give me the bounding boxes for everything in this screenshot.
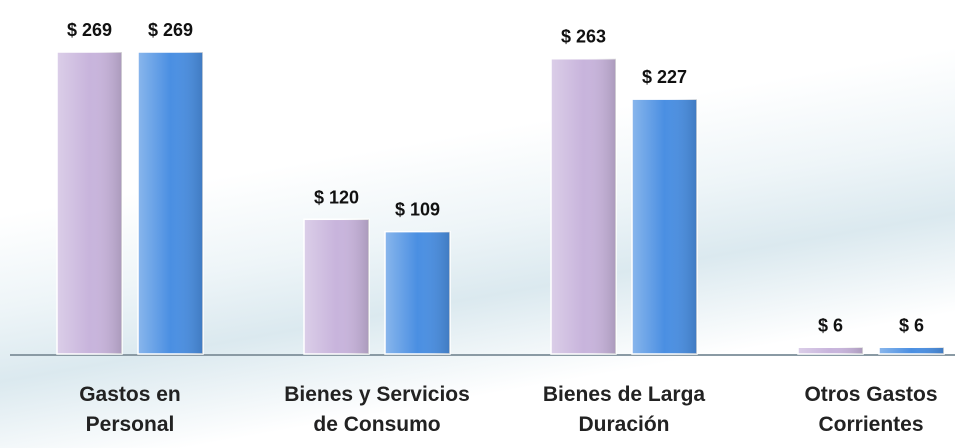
bar-shine [138, 52, 203, 354]
bar-shine [632, 99, 697, 354]
bar-shine [57, 52, 122, 354]
value-label: $ 269 [67, 20, 112, 40]
value-label: $ 6 [818, 315, 843, 335]
value-label: $ 269 [148, 20, 193, 40]
bar-shine [304, 219, 369, 354]
x-tick-label: Bienes y Servicios de Consumo [252, 380, 502, 440]
bar-shine [385, 232, 450, 354]
x-tick-label: Gastos en Personal [5, 380, 255, 440]
value-label: $ 109 [395, 200, 440, 220]
value-label: $ 120 [314, 187, 359, 207]
value-label: $ 227 [642, 67, 687, 87]
x-tick-label: Bienes de Larga Duración [499, 380, 749, 440]
bar-shine [879, 347, 944, 354]
bar-shine [798, 347, 863, 354]
value-label: $ 6 [899, 315, 924, 335]
value-label: $ 263 [561, 27, 606, 47]
bar-shine [551, 59, 616, 354]
chart: $ 269 $ 269 $ 120 $ 109 $ 263 $ 227 $ 6 $ 6 Gas… [0, 0, 955, 448]
x-tick-label: Otros Gastos Corrientes [746, 380, 955, 440]
